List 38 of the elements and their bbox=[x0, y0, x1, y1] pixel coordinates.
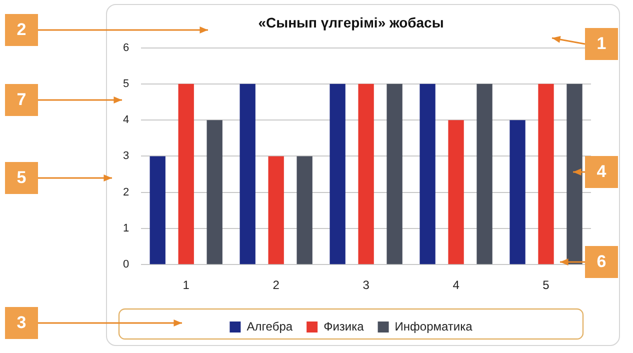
text: 4 bbox=[585, 156, 618, 188]
text: 7 bbox=[5, 84, 38, 116]
text: 3 bbox=[5, 307, 38, 339]
text: 1 bbox=[585, 28, 618, 60]
bar bbox=[296, 156, 312, 264]
bar bbox=[150, 156, 166, 264]
x-tick-label: 1 bbox=[182, 278, 190, 292]
bar bbox=[268, 156, 284, 264]
y-tick-label: 4 bbox=[122, 114, 130, 126]
chart-title: «Сынып үлгерімі» жобасы bbox=[258, 14, 444, 30]
bar bbox=[178, 84, 194, 264]
x-tick-label: 3 bbox=[362, 278, 370, 292]
text: 6 bbox=[585, 246, 618, 278]
text: 5 bbox=[5, 162, 38, 194]
bar bbox=[476, 84, 492, 264]
text: 2 bbox=[5, 14, 38, 46]
legend-label: Алгебра bbox=[246, 319, 293, 334]
bar bbox=[420, 84, 436, 264]
bar bbox=[448, 120, 464, 264]
legend-label: Физика bbox=[324, 319, 364, 334]
y-tick-label: 5 bbox=[122, 78, 130, 90]
y-tick-label: 0 bbox=[122, 258, 130, 271]
bar bbox=[358, 84, 374, 264]
bar bbox=[510, 120, 526, 264]
bar bbox=[566, 84, 582, 264]
bar bbox=[240, 84, 256, 264]
legend-label: Информатика bbox=[394, 319, 473, 334]
bar bbox=[538, 84, 554, 264]
x-tick-label: 2 bbox=[272, 278, 280, 292]
y-tick-label: 6 bbox=[122, 42, 130, 54]
bar bbox=[330, 84, 346, 264]
x-tick-label: 4 bbox=[452, 278, 460, 292]
y-tick-label: 2 bbox=[122, 186, 130, 198]
y-tick-label: 1 bbox=[122, 222, 130, 234]
bar bbox=[206, 120, 222, 264]
bar bbox=[386, 84, 402, 264]
x-tick-label: 5 bbox=[542, 278, 550, 292]
y-tick-label: 3 bbox=[122, 150, 130, 162]
